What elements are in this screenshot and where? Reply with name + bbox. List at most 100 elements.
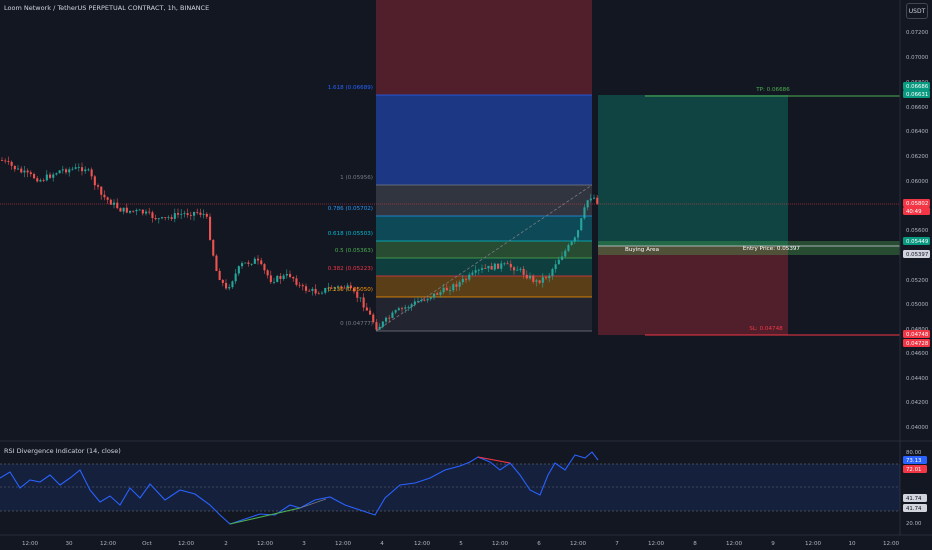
candle-body xyxy=(509,263,512,268)
rsi-tag xyxy=(903,465,927,473)
candle-body xyxy=(74,167,77,169)
candle-body xyxy=(433,293,436,298)
price-tick-label: 0.05000 xyxy=(906,302,929,308)
candle-body xyxy=(39,180,42,182)
candle-body xyxy=(100,186,103,195)
candle-body xyxy=(116,202,119,209)
candle-body xyxy=(500,263,503,269)
candle-body xyxy=(36,178,39,182)
candle-body xyxy=(279,275,282,279)
time-tick-label: 12:00 xyxy=(178,541,195,547)
candlestick-series[interactable] xyxy=(1,156,599,331)
time-axis[interactable]: 12:00 30 12:00 Oct 12:00 2 12:00 3 12:00 4 12:00 5 1… xyxy=(22,541,900,547)
candle-body xyxy=(253,258,256,264)
candle-body xyxy=(353,288,356,292)
time-tick-label: 8 xyxy=(693,541,697,547)
candle-body xyxy=(186,213,189,215)
candle-body xyxy=(199,212,202,215)
time-tick-label: 12:00 xyxy=(805,541,822,547)
main-pane[interactable] xyxy=(0,0,900,440)
candle-body xyxy=(381,321,384,327)
rsi-tag-label: 41.74 xyxy=(906,496,922,502)
candle-body xyxy=(157,218,160,220)
candle-body xyxy=(420,299,423,302)
candle-body xyxy=(506,263,509,265)
time-tick-label: 7 xyxy=(615,541,619,547)
fib-level-label: 0.618 (0.05503) xyxy=(328,231,373,237)
candle-body xyxy=(407,307,410,308)
candle-body xyxy=(202,213,205,215)
candle-body xyxy=(103,194,106,198)
candle-body xyxy=(362,297,365,308)
long-position-tool[interactable] xyxy=(598,95,900,336)
time-tick-label: 5 xyxy=(459,541,463,547)
fib-trend-line xyxy=(375,184,593,332)
rsi-tag xyxy=(903,504,927,512)
candle-body xyxy=(20,168,23,173)
candle-body xyxy=(356,291,359,298)
price-tick-label: 0.04200 xyxy=(906,400,929,406)
fib-level-label: 0.5 (0.05363) xyxy=(335,248,373,254)
candle-body xyxy=(410,304,413,308)
candle-body xyxy=(401,308,404,310)
price-tick-label: 0.06400 xyxy=(906,129,929,135)
rsi-indicator-title[interactable]: RSI Divergence Indicator (14, close) xyxy=(4,447,121,455)
candle-body xyxy=(228,287,231,289)
time-tick-label: 10 xyxy=(848,541,856,547)
candle-body xyxy=(282,275,285,279)
price-tag xyxy=(903,330,930,338)
candle-body xyxy=(68,169,71,173)
candle-body xyxy=(247,262,250,264)
candle-body xyxy=(413,301,416,305)
price-tag-label: 40:49 xyxy=(906,209,922,215)
candle-body xyxy=(52,174,55,178)
candle-body xyxy=(164,217,167,218)
price-tag xyxy=(903,199,930,207)
candle-body xyxy=(461,278,464,283)
rsi-pane[interactable] xyxy=(0,451,900,525)
candle-body xyxy=(593,197,596,199)
candle-body xyxy=(551,269,554,276)
price-tag-label: 0.06631 xyxy=(906,92,928,98)
candle-body xyxy=(426,298,429,301)
candle-body xyxy=(61,169,64,171)
candle-body xyxy=(10,161,13,166)
candle-body xyxy=(285,274,288,276)
fib-zone-1 xyxy=(376,185,592,216)
time-tick-label: 12:00 xyxy=(492,541,509,547)
symbol-title[interactable]: Loom Network / TetherUS PERPETUAL CONTRA… xyxy=(4,4,210,12)
fib-retracement[interactable] xyxy=(375,0,593,332)
candle-body xyxy=(276,275,279,282)
candle-body xyxy=(490,265,493,270)
price-tag-label: 0.05449 xyxy=(906,239,929,245)
candle-body xyxy=(13,165,16,170)
candle-body xyxy=(138,209,141,211)
candle-body xyxy=(173,213,176,219)
fib-level-label: 0.382 (0.05223) xyxy=(328,266,373,272)
candle-body xyxy=(196,211,199,213)
time-tick-label: 9 xyxy=(771,541,775,547)
candle-body xyxy=(516,269,519,271)
candle-body xyxy=(417,301,420,303)
candle-body xyxy=(215,255,218,271)
candle-body xyxy=(151,212,154,218)
candle-body xyxy=(346,285,349,289)
hidden-divergence-line xyxy=(299,498,327,509)
candle-body xyxy=(132,210,135,212)
profit-zone xyxy=(598,95,788,246)
candle-body xyxy=(589,198,592,201)
fib-level-label: 0.236 (0.05050) xyxy=(328,287,373,293)
currency-button[interactable]: USDT xyxy=(906,3,928,19)
candle-body xyxy=(557,259,560,265)
candle-body xyxy=(330,287,333,289)
candle-body xyxy=(573,237,576,242)
time-tick-label: 12:00 xyxy=(257,541,274,547)
candle-body xyxy=(161,217,164,219)
candle-body xyxy=(458,282,461,287)
fib-level-label: 1.618 (0.06689) xyxy=(328,85,373,91)
price-tag-label: 0.05397 xyxy=(906,252,928,258)
candle-body xyxy=(241,263,244,267)
candle-body xyxy=(365,307,368,311)
candle-body xyxy=(493,263,496,270)
